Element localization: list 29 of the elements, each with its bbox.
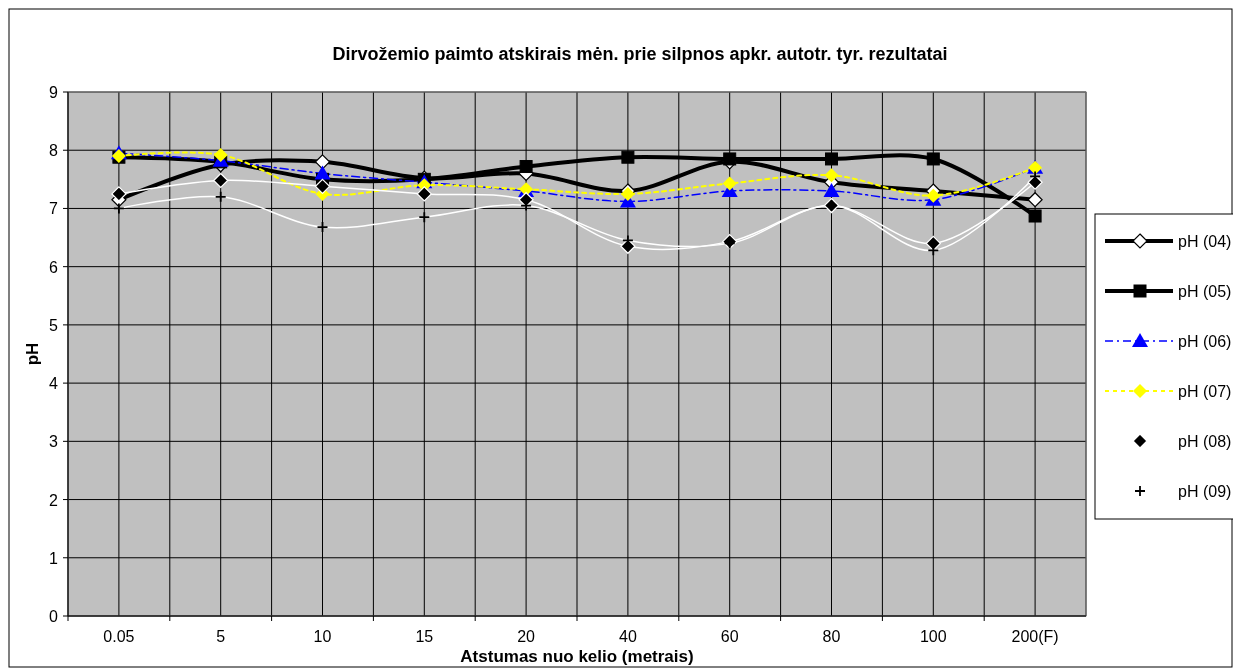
y-tick-label: 5	[49, 316, 59, 334]
y-tick-label: 6	[49, 258, 59, 276]
x-axis-title: Atstumas nuo kelio (metrais)	[460, 647, 694, 666]
x-tick-label: 15	[415, 628, 434, 645]
legend-label: pH (04)	[1178, 233, 1232, 250]
y-tick-label: 3	[49, 433, 59, 451]
x-tick-label: 60	[720, 628, 739, 645]
y-tick-label: 4	[49, 375, 59, 393]
legend-label: pH (09)	[1178, 483, 1232, 500]
legend-label: pH (07)	[1178, 383, 1232, 400]
legend-label: pH (06)	[1178, 333, 1232, 350]
x-tick-label: 80	[822, 628, 841, 645]
x-tick-label: 0.05	[103, 628, 135, 645]
legend-label: pH (05)	[1178, 283, 1232, 300]
legend-label: pH (08)	[1178, 433, 1232, 450]
y-tick-label: 1	[49, 549, 59, 567]
x-tick-label: 40	[619, 628, 637, 645]
y-tick-label: 9	[49, 84, 59, 101]
x-tick-label: 20	[517, 628, 536, 645]
y-tick-label: 7	[49, 200, 59, 218]
x-tick-label: 200(F)	[1011, 628, 1059, 645]
x-tick-label: 100	[919, 628, 947, 645]
y-tick-label: 2	[49, 491, 59, 509]
y-tick-label: 0	[49, 608, 59, 625]
y-axis-title: pH	[23, 342, 42, 366]
x-tick-label: 10	[313, 628, 332, 645]
chart-title: Dirvožemio paimto atskirais mėn. prie silpnos apkr. autotr. tyr. rezultatai	[332, 44, 948, 64]
y-tick-label: 8	[49, 142, 59, 160]
x-tick-label: 5	[216, 628, 226, 645]
